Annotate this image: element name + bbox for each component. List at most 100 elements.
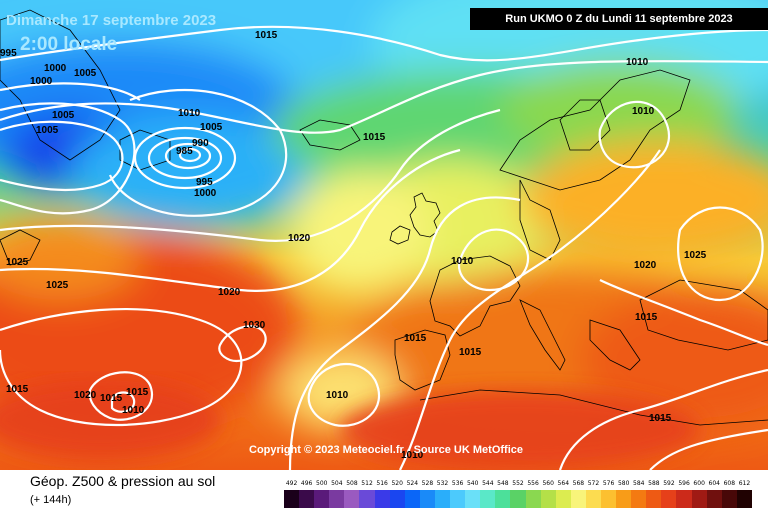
color-scale-label: 492: [285, 480, 298, 487]
color-scale-label: 540: [466, 480, 479, 487]
coastlines: [0, 9, 768, 426]
isobar-label: 1000: [30, 76, 53, 87]
forecast-local-time: 2:00 locale: [20, 34, 118, 55]
color-scale-swatch: [510, 490, 526, 508]
run-info-banner: Run UKMO 0 Z du Lundi 11 septembre 2023: [470, 8, 768, 30]
isobar-label: 990: [192, 138, 209, 149]
isobar-label: 985: [176, 146, 193, 157]
isobar-label: 1010: [451, 256, 474, 267]
color-scale-label: 556: [527, 480, 539, 487]
color-scale-label: 544: [482, 480, 494, 487]
isobar-label: 1015: [635, 312, 658, 323]
color-scale-label: 612: [738, 480, 751, 487]
color-scale-label: 604: [708, 480, 720, 487]
color-scale-swatch: [495, 490, 511, 508]
color-scale-swatch: [359, 490, 375, 508]
isobar-label: 1015: [100, 393, 123, 404]
color-scale-label: 592: [663, 480, 675, 487]
isobar-label: 1010: [178, 108, 201, 119]
color-scale-swatch: [631, 490, 647, 508]
parameter-title: Géop. Z500 & pression au sol: [30, 473, 216, 489]
isobar-label: 1025: [46, 280, 69, 291]
color-scale-label: 496: [300, 480, 313, 487]
color-scale-swatch: [389, 490, 405, 508]
color-scale-label: 600: [693, 480, 705, 487]
color-scale-swatch: [721, 490, 737, 508]
color-scale-swatch: [419, 490, 435, 508]
color-scale-swatch: [434, 490, 451, 508]
isobar-label: 1000: [194, 188, 217, 199]
isobar-label: 995: [0, 48, 17, 59]
isobar-label: 1010: [122, 405, 145, 416]
color-scale-swatch: [600, 490, 617, 508]
isobar-label: 1010: [401, 450, 424, 461]
color-scale-label: 504: [331, 480, 343, 487]
isobar-label: 1030: [243, 320, 266, 331]
color-scale-label: 596: [678, 480, 690, 487]
color-scale-label: 532: [436, 480, 449, 487]
color-scale-swatch: [329, 490, 345, 508]
color-scale-label: 576: [602, 480, 615, 487]
color-scale-swatch: [676, 490, 692, 508]
color-scale-swatch: [661, 490, 677, 508]
isobar-label: 1015: [363, 132, 386, 143]
isobar-label: 1020: [634, 260, 657, 271]
color-scale-swatch: [374, 490, 390, 508]
isobar-label: 1015: [459, 347, 482, 358]
isobar-label: 1020: [288, 233, 311, 244]
color-scale-swatch: [525, 490, 541, 508]
isobar-label: 1005: [74, 68, 97, 79]
isobar-label: 1015: [6, 384, 29, 395]
color-scale-swatch: [616, 490, 632, 508]
color-scale-swatch: [284, 490, 300, 508]
color-scale-label: 528: [421, 480, 434, 487]
isobar-label: 1015: [255, 30, 278, 41]
isobar-label: 1005: [200, 122, 223, 133]
color-scale-label: 564: [557, 480, 570, 487]
color-scale-swatch: [555, 490, 571, 508]
color-scale-labels: 492 496 500 504 508 512 516 520 524 528 532 536 540 5…: [284, 480, 752, 489]
color-scale-swatch: [404, 490, 420, 508]
color-scale-label: 536: [451, 480, 464, 487]
isobar-label: 1015: [404, 333, 427, 344]
color-scale-label: 508: [346, 480, 358, 487]
isobar-label: 1025: [6, 257, 29, 268]
color-scale-swatch: [314, 490, 330, 508]
isobar-label: 995: [196, 177, 213, 188]
isobar-label: 1005: [52, 110, 75, 121]
color-scale-swatch: [706, 490, 722, 508]
color-scale-swatch: [570, 490, 586, 508]
color-scale-swatch: [299, 490, 315, 508]
color-scale-label: 548: [497, 480, 509, 487]
isobar-label: 1020: [218, 287, 241, 298]
color-scale-label: 516: [376, 480, 388, 487]
color-scale-label: 580: [617, 480, 630, 487]
color-scale-swatch: [691, 490, 707, 508]
isobar-label-group: 1015 995 1000 1000 1005 1005 1010 1005 1…: [0, 30, 707, 461]
forecast-lead-time: (+ 144h): [30, 494, 72, 506]
forecast-date: Dimanche 17 septembre 2023: [6, 12, 217, 29]
color-scale-swatch: [540, 490, 556, 508]
color-scale-swatch: [736, 490, 752, 508]
color-scale-label: 552: [512, 480, 524, 487]
color-scale-label: 500: [316, 480, 328, 487]
color-scale-swatch: [450, 490, 466, 508]
color-scale: [284, 490, 752, 508]
color-scale-label: 524: [406, 480, 419, 487]
color-scale-label: 588: [648, 480, 660, 487]
color-scale-label: 584: [633, 480, 645, 487]
copyright-notice: Copyright © 2023 Meteociel.fr - Source U…: [249, 444, 523, 456]
color-scale-swatch: [585, 490, 601, 508]
color-scale-label: 572: [587, 480, 600, 487]
isobar-label: 1000: [44, 63, 67, 74]
color-scale-label: 560: [542, 480, 554, 487]
color-scale-swatch: [646, 490, 662, 508]
isobar-lines: [0, 25, 768, 470]
isobar-label: 1015: [649, 413, 672, 424]
isobar-label: 1010: [632, 106, 655, 117]
color-scale-label: 520: [391, 480, 403, 487]
isobar-label: 1010: [326, 390, 349, 401]
isobar-label: 1020: [74, 390, 97, 401]
color-scale-swatch: [480, 490, 496, 508]
